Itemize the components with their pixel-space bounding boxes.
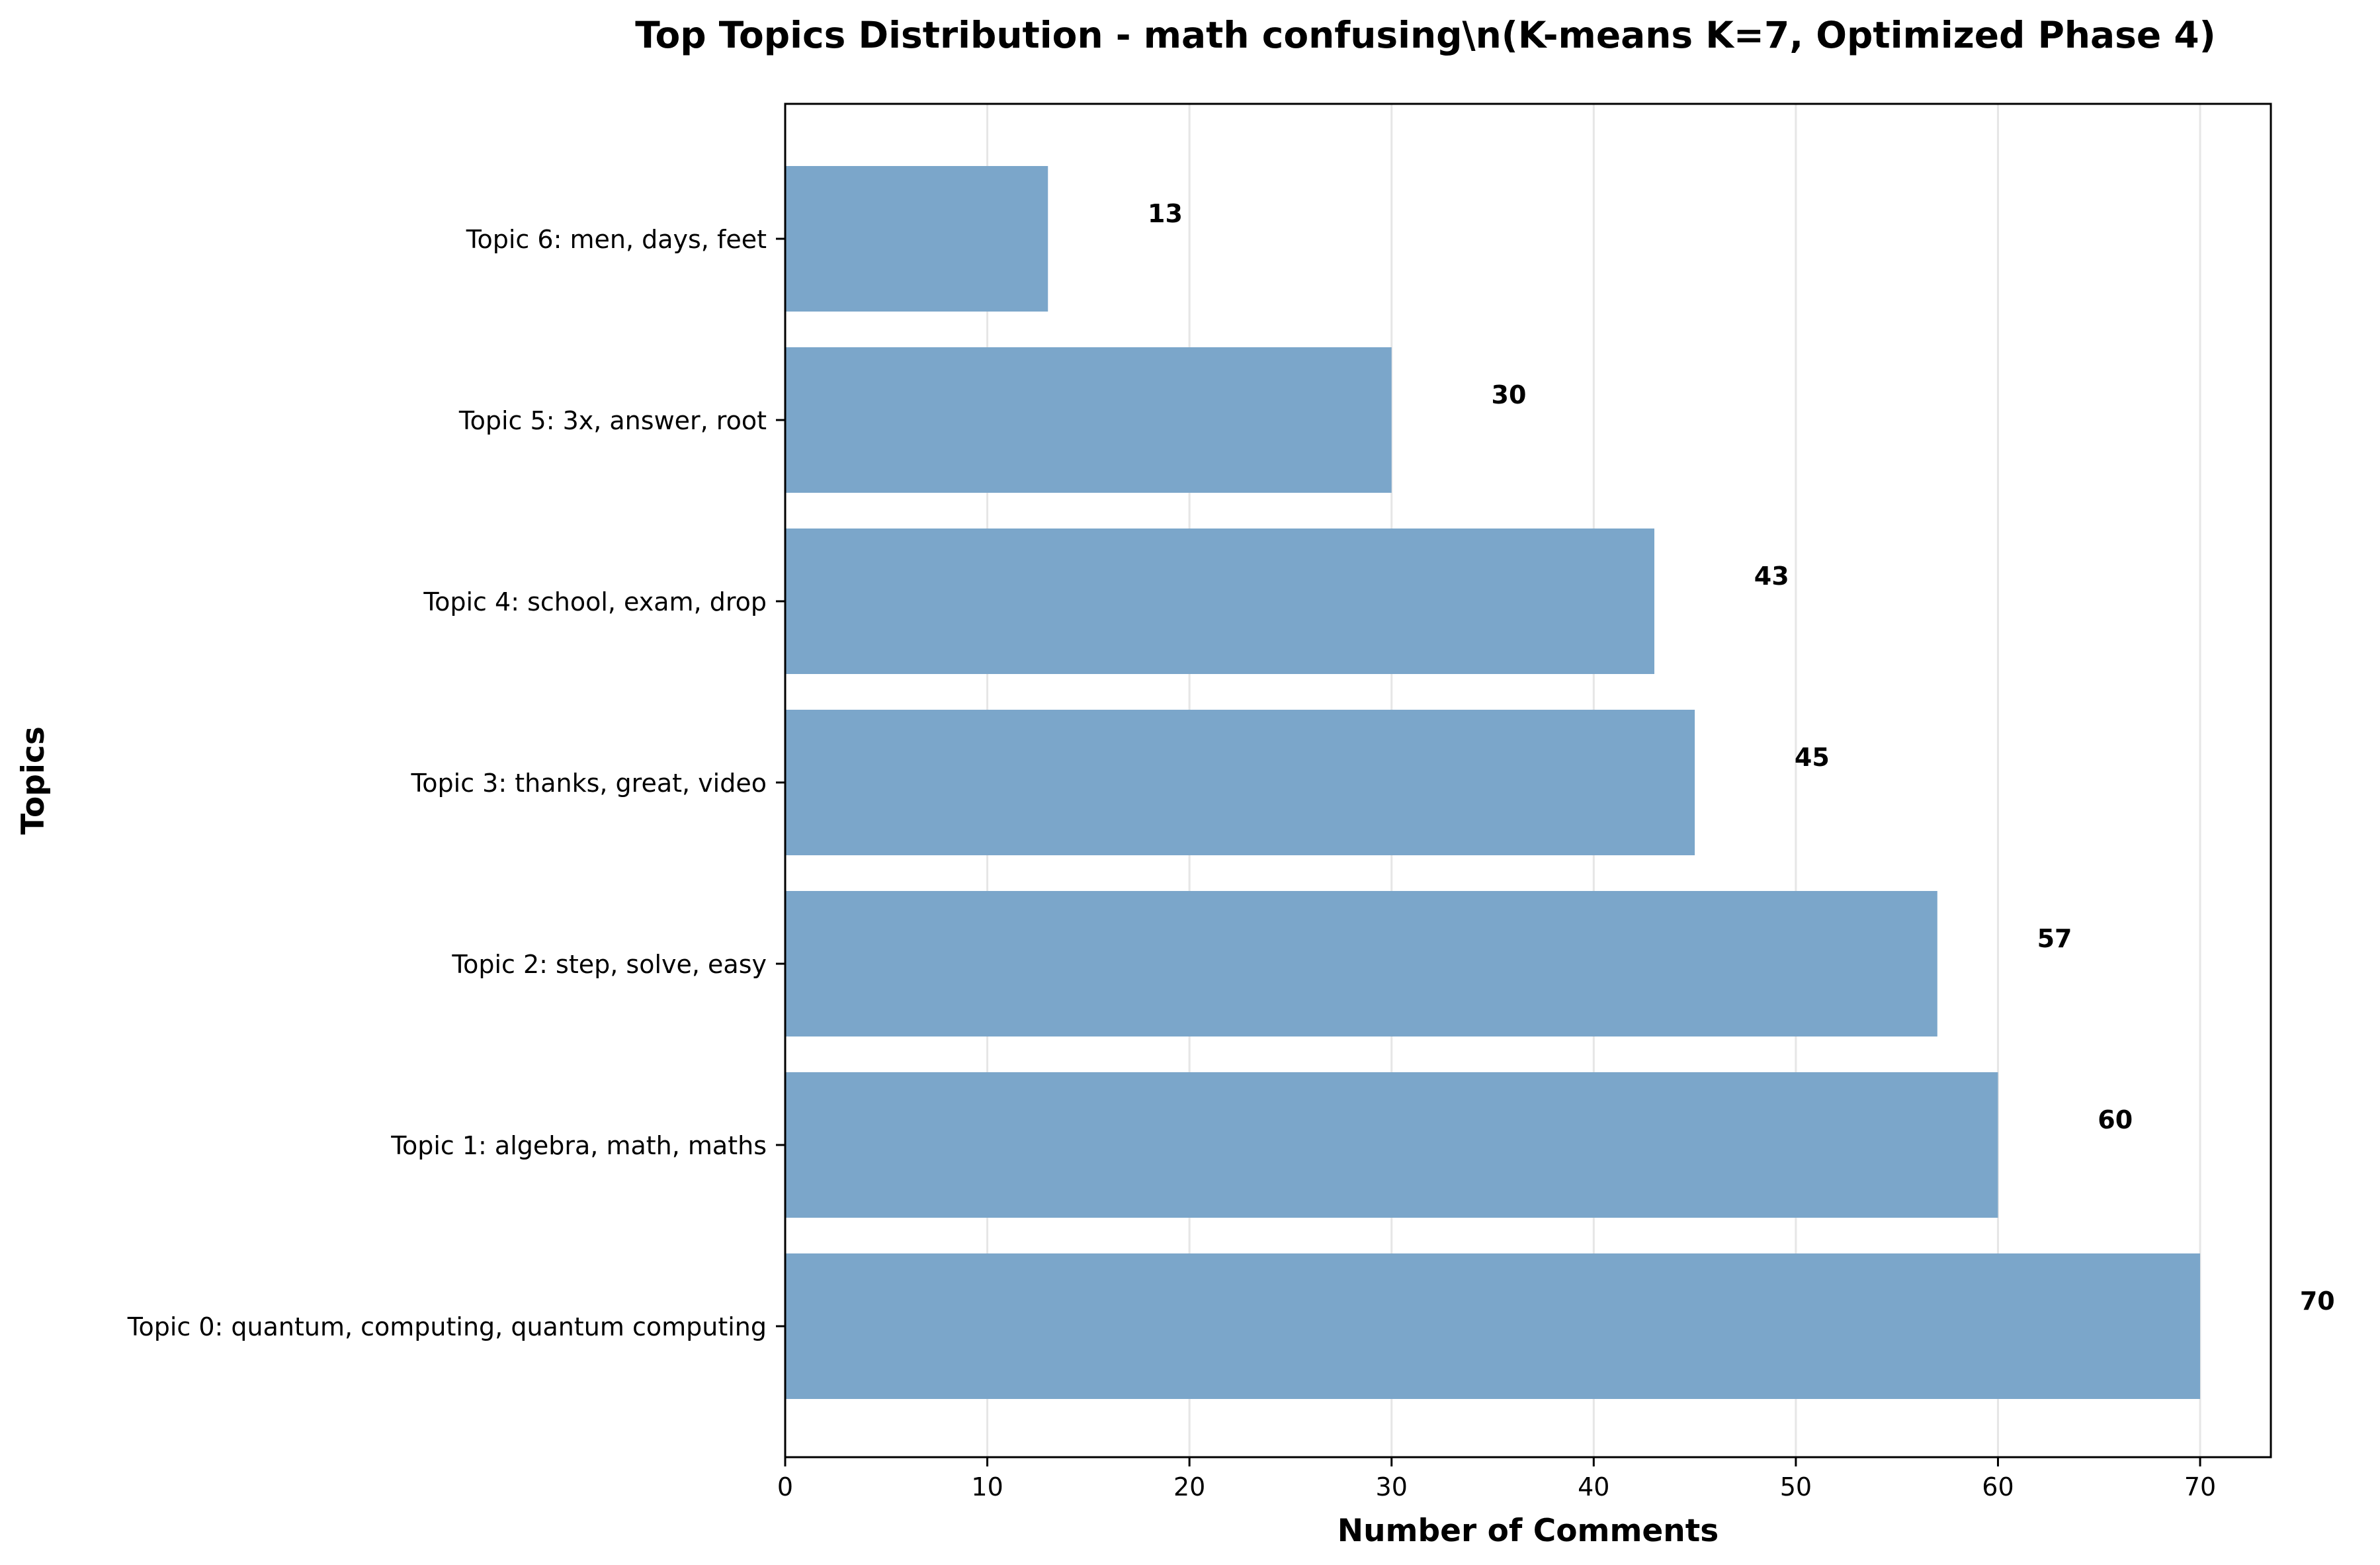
x-tick-label: 40: [1578, 1472, 1609, 1502]
y-axis-ticks: Topic 0: quantum, computing, quantum com…: [127, 225, 785, 1341]
bar: [785, 891, 1937, 1036]
x-axis-label: Number of Comments: [1338, 1513, 1719, 1549]
data-label: 13: [1148, 199, 1183, 228]
data-label: 30: [1492, 380, 1527, 409]
data-label: 57: [2037, 924, 2072, 953]
bar: [785, 1072, 1998, 1218]
data-label: 43: [1754, 562, 1789, 591]
bar: [785, 166, 1048, 312]
data-labels: 70 60 57 45 43 30 13: [1148, 199, 2335, 1316]
y-tick-label: Topic 6: men, days, feet: [466, 225, 767, 254]
x-axis-ticks: 0 10 20 30 40 50 60 70: [777, 1457, 2216, 1502]
y-tick-label: Topic 5: 3x, answer, root: [458, 406, 767, 435]
data-label: 60: [2098, 1105, 2133, 1134]
x-tick-label: 10: [971, 1472, 1003, 1502]
bar: [785, 1253, 2201, 1399]
y-tick-label: Topic 2: step, solve, easy: [451, 950, 767, 979]
y-axis-label: Topics: [15, 726, 52, 835]
x-tick-label: 0: [777, 1472, 793, 1502]
x-tick-label: 70: [2184, 1472, 2216, 1502]
bar: [785, 529, 1654, 674]
x-tick-label: 20: [1173, 1472, 1205, 1502]
bars: [785, 166, 2201, 1399]
y-tick-label: Topic 3: thanks, great, video: [411, 769, 767, 798]
y-tick-label: Topic 0: quantum, computing, quantum com…: [127, 1312, 767, 1341]
x-tick-label: 50: [1780, 1472, 1812, 1502]
bar: [785, 710, 1695, 855]
chart-title: Top Topics Distribution - math confusing…: [635, 14, 2216, 56]
data-label: 70: [2300, 1287, 2335, 1316]
x-tick-label: 60: [1982, 1472, 2014, 1502]
plot-frame: [784, 103, 2272, 1459]
data-label: 45: [1795, 743, 1830, 772]
y-tick-label: Topic 4: school, exam, drop: [423, 587, 767, 616]
y-tick-label: Topic 1: algebra, math, maths: [390, 1131, 767, 1160]
x-tick-label: 30: [1376, 1472, 1408, 1502]
bar: [785, 347, 1392, 493]
